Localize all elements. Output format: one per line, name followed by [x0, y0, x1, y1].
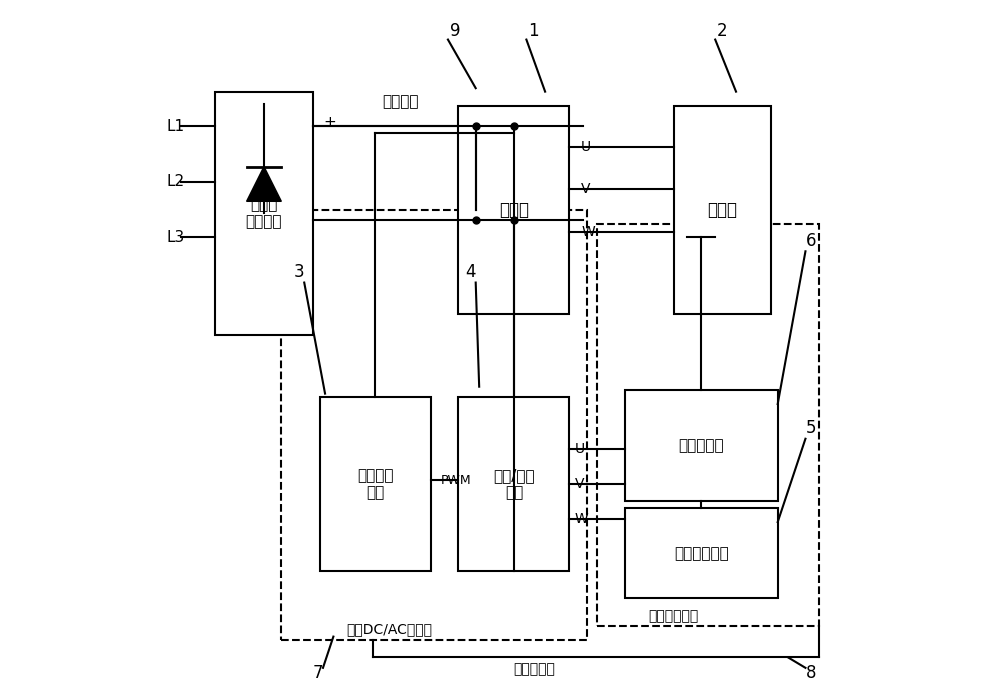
Text: 直流母线: 直流母线 — [382, 95, 418, 109]
Text: 变频器
整流单元: 变频器 整流单元 — [246, 197, 282, 229]
Text: L2: L2 — [167, 174, 185, 190]
Text: 传感器信号: 传感器信号 — [514, 662, 556, 676]
Text: V: V — [581, 182, 591, 196]
Text: 飞轮惯性体: 飞轮惯性体 — [679, 438, 724, 453]
Bar — [597, 224, 819, 626]
Text: 5: 5 — [806, 420, 816, 437]
Text: L1: L1 — [167, 119, 185, 134]
Text: 整流/逆变
单元: 整流/逆变 单元 — [493, 468, 535, 500]
Text: W: W — [581, 225, 595, 239]
Text: 1: 1 — [528, 22, 539, 40]
Bar — [215, 91, 313, 335]
Text: L3: L3 — [167, 230, 185, 245]
Text: U: U — [581, 140, 591, 154]
Text: 真空储能飞轮: 真空储能飞轮 — [648, 608, 699, 623]
Bar — [320, 397, 431, 571]
Bar — [625, 508, 778, 599]
Bar — [674, 105, 771, 314]
Text: 3: 3 — [293, 263, 304, 281]
Text: 盘式交流电机: 盘式交流电机 — [674, 546, 729, 561]
Polygon shape — [247, 167, 281, 201]
Text: 4: 4 — [466, 263, 476, 281]
Bar — [281, 210, 587, 640]
Text: PWM: PWM — [441, 474, 472, 487]
Text: 双向DC/AC变换器: 双向DC/AC变换器 — [346, 622, 432, 636]
Text: 7: 7 — [312, 664, 323, 682]
Text: +: + — [323, 116, 336, 130]
Text: 6: 6 — [806, 232, 816, 250]
Bar — [458, 397, 569, 571]
Text: 电动机: 电动机 — [707, 201, 737, 219]
Text: V: V — [575, 477, 584, 491]
Text: 9: 9 — [450, 22, 460, 40]
Bar — [625, 390, 778, 501]
Text: 中央处理
单元: 中央处理 单元 — [357, 468, 393, 500]
Text: W: W — [575, 512, 589, 526]
Text: 2: 2 — [717, 22, 727, 40]
Text: 变频器: 变频器 — [499, 201, 529, 219]
Text: 8: 8 — [806, 664, 816, 682]
Text: U: U — [575, 442, 585, 456]
Bar — [458, 105, 569, 314]
Text: −: − — [323, 211, 337, 229]
